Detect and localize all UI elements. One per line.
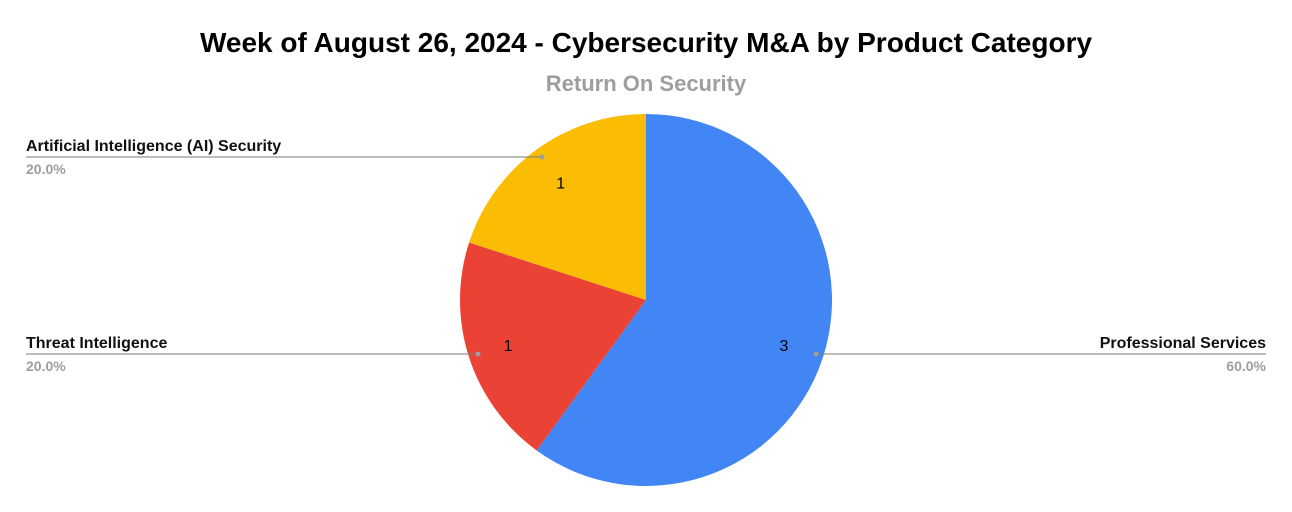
percent-label-threat-intelligence: 20.0% (26, 358, 66, 374)
slice-value-labels: 3 1 1 (504, 176, 789, 355)
chart-title: Week of August 26, 2024 - Cybersecurity … (200, 27, 1093, 58)
leader-dot-ai-security (539, 154, 545, 160)
pie-slice-artificial-intelligence-ai-security (469, 114, 646, 300)
percent-label-professional-services: 60.0% (1226, 358, 1266, 374)
leader-dot-threat-intelligence (475, 351, 481, 357)
legend-label-ai-security: Artificial Intelligence (AI) Security (26, 138, 281, 155)
pie-slice-professional-services (536, 114, 832, 486)
pie-slices (460, 114, 832, 486)
legend-label-threat-intelligence: Threat Intelligence (26, 335, 167, 352)
percent-label-ai-security: 20.0% (26, 161, 66, 177)
value-label-artificial-intelligence-ai-security: 1 (556, 176, 565, 193)
value-label-threat-intelligence: 1 (504, 338, 513, 355)
value-label-professional-services: 3 (780, 338, 789, 355)
chart-subtitle: Return On Security (546, 71, 747, 96)
legend-label-professional-services: Professional Services (1100, 335, 1266, 352)
leader-dot-professional-services (813, 351, 819, 357)
pie-slice-threat-intelligence (460, 242, 646, 451)
